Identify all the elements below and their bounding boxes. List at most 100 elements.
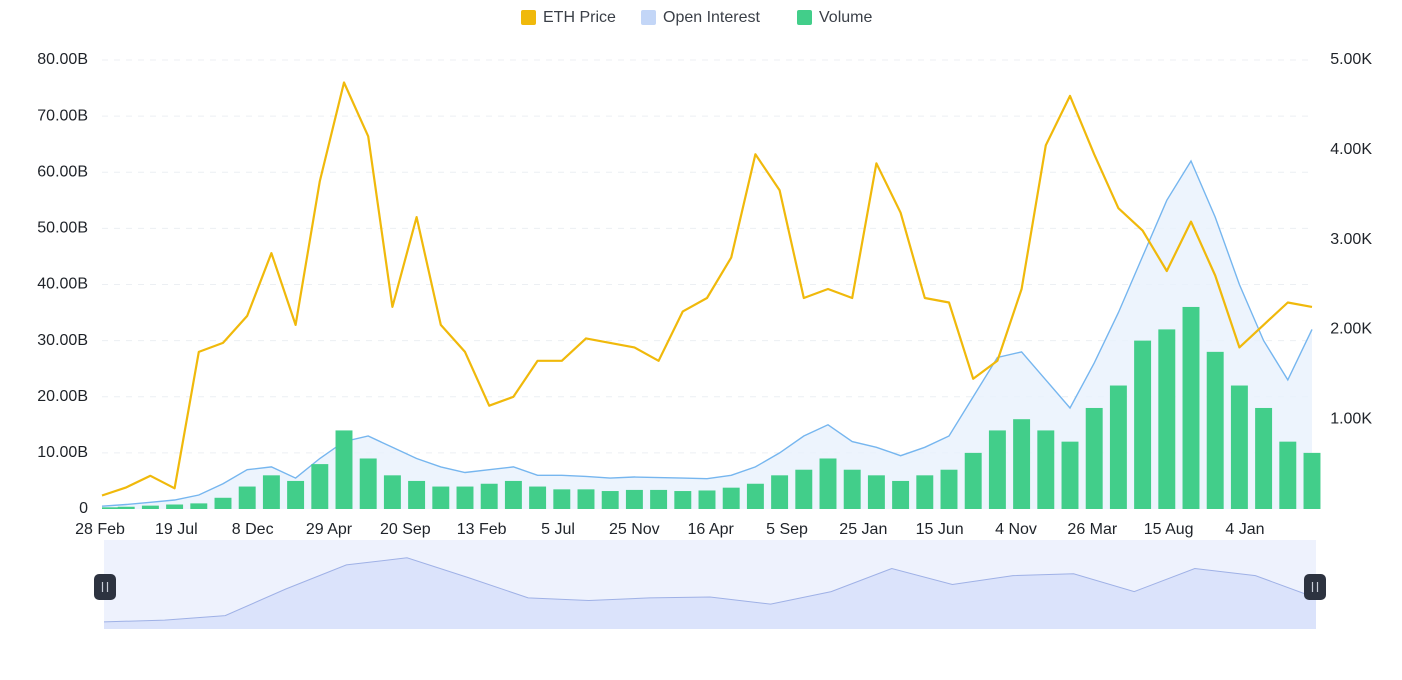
volume-bar	[578, 489, 595, 509]
volume-bar	[505, 481, 522, 509]
volume-bar	[626, 490, 643, 509]
x-tick-label: 28 Feb	[75, 521, 125, 538]
navigator-left-handle-body[interactable]	[94, 574, 116, 600]
volume-bar	[336, 430, 353, 509]
y-left-tick-label: 10.00B	[37, 444, 88, 461]
legend-label-1: ETH Price	[543, 9, 616, 26]
navigator-right-handle[interactable]	[1304, 574, 1326, 600]
volume-bar	[795, 470, 812, 509]
volume-bar	[102, 507, 119, 509]
volume-bar	[1037, 430, 1054, 509]
volume-bar	[1110, 386, 1127, 509]
y-left-tick-label: 60.00B	[37, 163, 88, 180]
volume-bar	[553, 489, 570, 509]
volume-bar	[1013, 419, 1030, 509]
legend-swatch-3	[797, 10, 812, 25]
x-axis: 28 Feb 19 Jul 8 Dec 29 Apr 20 Sep 13 Feb 5 Jul…	[75, 521, 1264, 538]
navigator-left-handle[interactable]	[94, 574, 116, 600]
volume-bar	[941, 470, 958, 509]
x-tick-label: 20 Sep	[380, 521, 431, 538]
x-tick-label: 13 Feb	[457, 521, 507, 538]
volume-bar	[432, 487, 449, 509]
volume-bar	[1207, 352, 1224, 509]
volume-bar	[1062, 442, 1079, 509]
volume-bar	[142, 506, 159, 509]
x-tick-label: 5 Jul	[541, 521, 575, 538]
volume-bar	[481, 484, 498, 509]
volume-bar	[916, 475, 933, 509]
legend-swatch-1	[521, 10, 536, 25]
volume-bar	[360, 458, 377, 509]
volume-bar	[699, 490, 716, 509]
volume-bar	[118, 507, 135, 509]
volume-bar	[1279, 442, 1296, 509]
y-left-tick-label: 20.00B	[37, 388, 88, 405]
volume-bar	[674, 491, 691, 509]
x-tick-label: 4 Jan	[1225, 521, 1264, 538]
y-right-tick-label: 2.00K	[1330, 321, 1372, 338]
y-right-tick-label: 5.00K	[1330, 51, 1372, 68]
volume-bar	[166, 505, 183, 509]
volume-bar	[1304, 453, 1321, 509]
volume-bar	[263, 475, 280, 509]
range-navigator[interactable]	[94, 540, 1326, 629]
y-axis-right: 1.00K 2.00K 3.00K 4.00K 5.00K	[1330, 51, 1372, 427]
legend: ETH Price Open Interest Volume	[521, 9, 872, 26]
y-left-tick-label: 80.00B	[37, 51, 88, 68]
y-right-tick-label: 3.00K	[1330, 231, 1372, 248]
legend-swatch-2	[641, 10, 656, 25]
x-tick-label: 5 Sep	[766, 521, 808, 538]
volume-bar	[1255, 408, 1272, 509]
volume-bar	[215, 498, 232, 509]
volume-bar	[965, 453, 982, 509]
volume-bar	[1134, 341, 1151, 509]
volume-bar	[1183, 307, 1200, 509]
y-left-tick-label: 50.00B	[37, 220, 88, 237]
y-left-tick-label: 70.00B	[37, 107, 88, 124]
volume-bar	[529, 487, 546, 509]
x-tick-label: 19 Jul	[155, 521, 198, 538]
volume-bar	[989, 430, 1006, 509]
x-tick-label: 15 Jun	[916, 521, 964, 538]
y-left-tick-label: 40.00B	[37, 276, 88, 293]
volume-bar	[602, 491, 619, 509]
volume-bar	[820, 458, 837, 509]
volume-bar	[384, 475, 401, 509]
x-tick-label: 25 Jan	[839, 521, 887, 538]
x-tick-label: 16 Apr	[688, 521, 735, 538]
volume-bar	[747, 484, 764, 509]
volume-bar	[723, 488, 740, 509]
y-right-tick-label: 1.00K	[1330, 410, 1372, 427]
legend-label-3: Volume	[819, 9, 872, 26]
x-tick-label: 29 Apr	[306, 521, 353, 538]
volume-bar	[844, 470, 861, 509]
navigator-right-handle-body[interactable]	[1304, 574, 1326, 600]
volume-bar	[868, 475, 885, 509]
y-axis-left: 0 10.00B 20.00B 30.00B 40.00B 50.00B 60.00B 70.…	[37, 51, 88, 517]
volume-bar	[239, 487, 256, 509]
volume-bar	[408, 481, 425, 509]
volume-bar	[771, 475, 788, 509]
volume-bar	[287, 481, 304, 509]
volume-bar	[1086, 408, 1103, 509]
volume-bar	[1158, 329, 1175, 509]
y-left-tick-label: 30.00B	[37, 332, 88, 349]
x-tick-label: 8 Dec	[232, 521, 274, 538]
volume-bar	[190, 503, 207, 509]
volume-bar	[311, 464, 328, 509]
volume-bar	[892, 481, 909, 509]
open-interest-area	[102, 161, 1312, 509]
volume-bar	[1231, 386, 1248, 509]
volume-bar	[457, 487, 474, 509]
y-right-tick-label: 4.00K	[1330, 141, 1372, 158]
legend-label-2: Open Interest	[663, 9, 761, 26]
x-tick-label: 15 Aug	[1144, 521, 1194, 538]
open-interest-series	[102, 161, 1312, 509]
x-tick-label: 25 Nov	[609, 521, 660, 538]
y-left-tick-label: 0	[79, 500, 88, 517]
volume-bar	[650, 490, 667, 509]
x-tick-label: 4 Nov	[995, 521, 1037, 538]
x-tick-label: 26 Mar	[1067, 521, 1117, 538]
